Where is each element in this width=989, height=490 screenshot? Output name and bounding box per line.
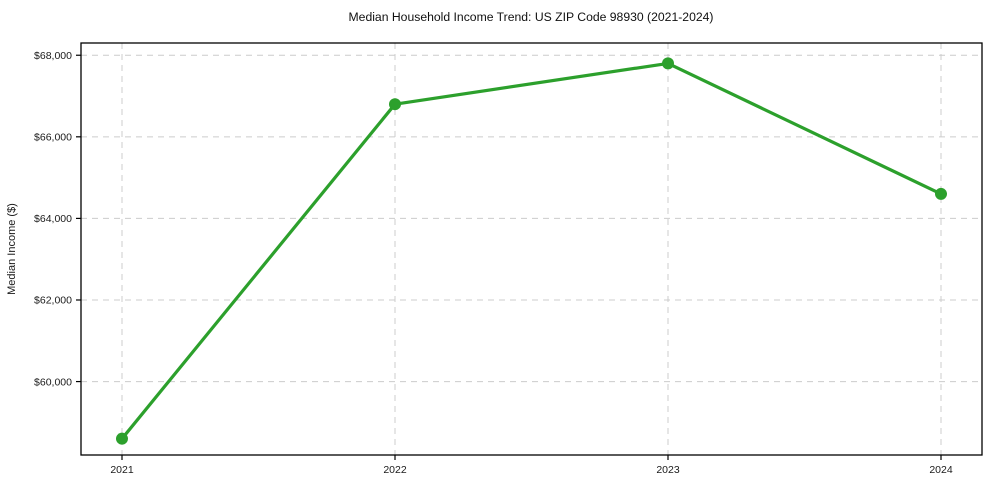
y-axis-label: Median Income ($)	[6, 203, 18, 295]
data-point-2024	[935, 187, 947, 200]
horizontal-gridlines	[81, 54, 982, 383]
data-points	[116, 57, 947, 445]
y-tick-label: $60,000	[34, 376, 72, 388]
x-tick-label: 2024	[929, 464, 953, 476]
y-tick-label: $62,000	[34, 295, 72, 307]
y-tick-label: $64,000	[34, 213, 72, 225]
chart-title: Median Household Income Trend: US ZIP Co…	[349, 10, 714, 24]
plot-border	[80, 42, 983, 456]
y-tick-label: $68,000	[34, 50, 72, 62]
y-axis-tick-labels: $60,000 $62,000 $64,000 $66,000 $68,000	[34, 50, 72, 388]
y-tick-label: $66,000	[34, 132, 72, 144]
y-axis-ticks	[76, 54, 81, 383]
x-tick-label: 2023	[656, 464, 680, 476]
vertical-gridlines	[121, 43, 942, 455]
x-tick-label: 2021	[110, 464, 134, 476]
trend-line	[120, 61, 943, 441]
data-point-2021	[116, 432, 128, 445]
x-tick-label: 2022	[383, 464, 407, 476]
x-axis-tick-labels: 2021 2022 2023 2024	[110, 464, 953, 476]
x-axis-ticks	[121, 455, 942, 460]
data-point-2022	[389, 98, 401, 111]
data-point-2023	[662, 57, 674, 70]
